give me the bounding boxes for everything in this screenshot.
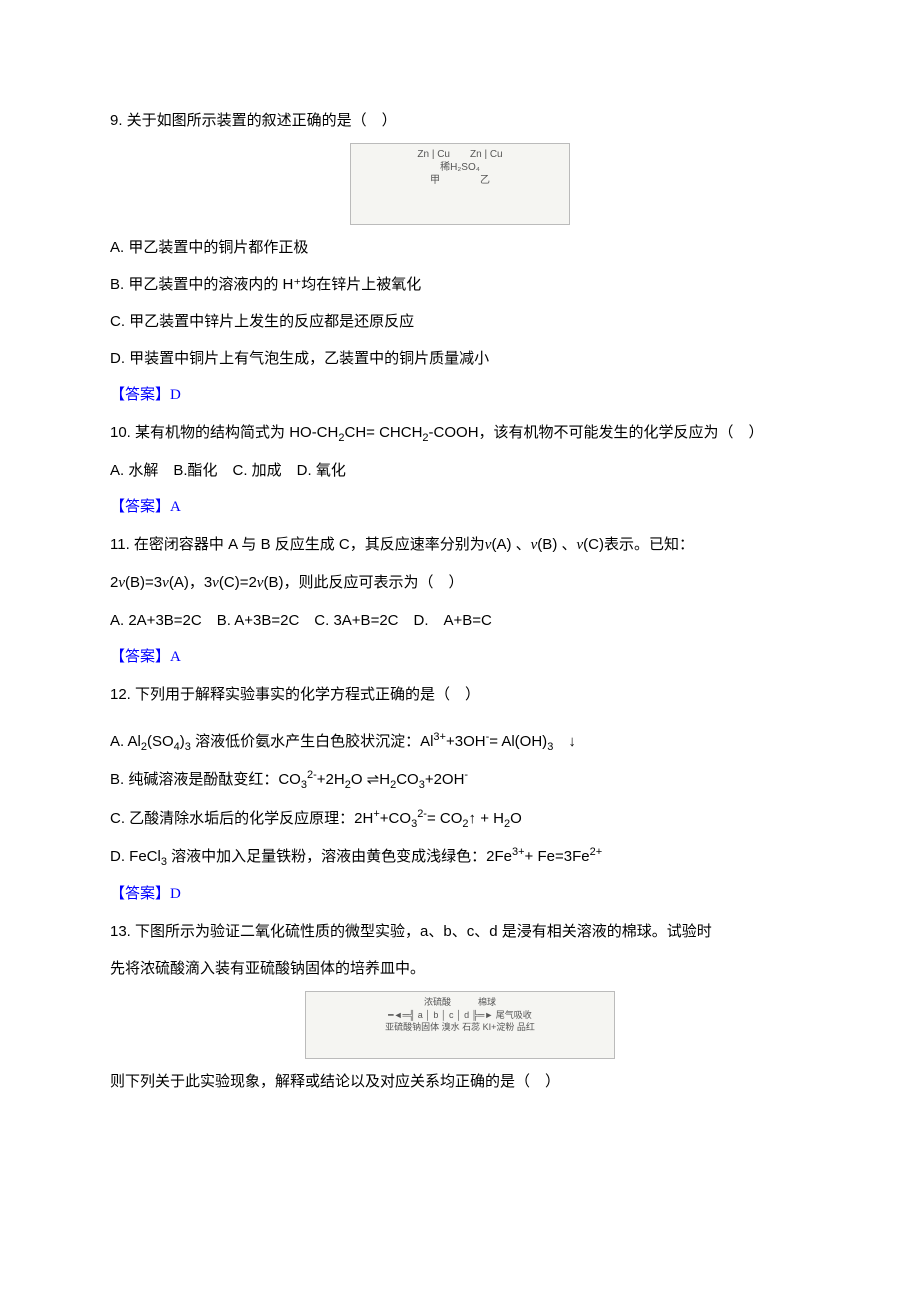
q12D-sup1: 3+ <box>512 846 525 858</box>
q11-vb3: B <box>268 574 278 591</box>
q11-vc: C <box>588 536 599 553</box>
q12A-m5: = Al(OH) <box>489 733 547 750</box>
q12B-m3: CO <box>396 771 419 788</box>
q11-stem1: 11. 在密闭容器中 A 与 B 反应生成 C，其反应速率分别为ν(A) 、ν(… <box>110 528 810 562</box>
q11-vc2: C <box>224 574 235 591</box>
q11-stem1-post: 表示。已知： <box>604 536 694 553</box>
q11-s2-m2: ，3 <box>189 574 212 591</box>
q12C-post: O <box>510 810 522 827</box>
q12D-sup2: 2+ <box>590 846 603 858</box>
q11-answer: 【答案】A <box>110 641 810 674</box>
q11-vb2: B <box>130 574 140 591</box>
q13-stem-l2: 先将浓硫酸滴入装有亚硫酸钠固体的培养皿中。 <box>110 952 810 985</box>
q10-opts: A. 水解 B.酯化 C. 加成 D. 氧化 <box>110 454 810 487</box>
q11-va: A <box>496 536 506 553</box>
q11-nu5: ν <box>162 575 169 591</box>
q12D-pre: D. FeCl <box>110 848 161 865</box>
q12C-m3: ↑ + H <box>469 810 504 827</box>
q12B-m2: O ⇌H <box>351 771 390 788</box>
q13-stem-l1: 13. 下图所示为验证二氧化硫性质的微型实验，a、b、c、d 是浸有相关溶液的棉… <box>110 915 810 948</box>
q10-stem-pre: 10. 某有机物的结构简式为 HO-CH <box>110 424 338 441</box>
q12-optA: A. Al2(SO4)3 溶液低价氨水产生白色胶状沉淀：Al3++3OH-= A… <box>110 725 810 759</box>
q11-nu2: ν <box>531 537 538 553</box>
q12B-m4: +2OH <box>425 771 465 788</box>
q12B-sup2: - <box>464 769 468 781</box>
q11-va2: A <box>174 574 184 591</box>
q9-figure: Zn | Cu Zn | Cu稀H₂SO₄甲 乙 <box>350 143 570 225</box>
q11-nu4: ν <box>118 575 125 591</box>
q9-optD: D. 甲装置中铜片上有气泡生成，乙装置中的铜片质量减小 <box>110 342 810 375</box>
q9-answer: 【答案】D <box>110 379 810 412</box>
q11-nu3: ν <box>576 537 583 553</box>
q11-stem1-pre: 11. 在密闭容器中 A 与 B 反应生成 C，其反应速率分别为 <box>110 536 485 553</box>
q12-optB: B. 纯碱溶液是酚酞变红：CO32-+2H2O ⇌H2CO3+2OH- <box>110 763 810 797</box>
q13-figure: 浓硫酸 棉球 ━◄═╣ a │ b │ c │ d ╠═► 尾气吸收 亚硫酸钠固… <box>305 991 615 1059</box>
q9-optA: A. 甲乙装置中的铜片都作正极 <box>110 231 810 264</box>
q11-s2-m3: =2 <box>240 574 257 591</box>
q11-s2-m1: =3 <box>145 574 162 591</box>
q12-answer: 【答案】D <box>110 878 810 911</box>
q13-figure-desc: 浓硫酸 棉球 ━◄═╣ a │ b │ c │ d ╠═► 尾气吸收 亚硫酸钠固… <box>310 996 610 1034</box>
q9-stem: 9. 关于如图所示装置的叙述正确的是（ ） <box>110 104 810 137</box>
q13-stem-l3: 则下列关于此实验现象，解释或结论以及对应关系均正确的是（ ） <box>110 1065 810 1098</box>
exam-page: 9. 关于如图所示装置的叙述正确的是（ ） Zn | Cu Zn | Cu稀H₂… <box>0 0 920 1182</box>
q11-nu6: ν <box>212 575 219 591</box>
q12A-m3: 溶液低价氨水产生白色胶状沉淀：Al <box>191 733 434 750</box>
q11-opts: A. 2A+3B=2C B. A+3B=2C C. 3A+B=2C D. A+B… <box>110 604 810 637</box>
q9-optB: B. 甲乙装置中的溶液内的 H⁺均在锌片上被氧化 <box>110 268 810 301</box>
q12A-m4: +3OH <box>446 733 486 750</box>
q12A-post: ↓ <box>553 733 576 750</box>
q12C-pre: C. 乙酸清除水垢后的化学反应原理：2H <box>110 810 373 827</box>
q12D-m2: + Fe=3Fe <box>525 848 590 865</box>
q12A-sup1: 3+ <box>433 731 446 743</box>
q12-optC: C. 乙酸清除水垢后的化学反应原理：2H++CO32-= CO2↑ + H2O <box>110 802 810 836</box>
q12-stem: 12. 下列用于解释实验事实的化学方程式正确的是（ ） <box>110 678 810 711</box>
q11-vb: B <box>542 536 552 553</box>
q12C-m1: +CO <box>380 810 411 827</box>
q12B-pre: B. 纯碱溶液是酚酞变红：CO <box>110 771 301 788</box>
q12B-m1: +2H <box>317 771 345 788</box>
q12A-pre: A. Al <box>110 733 141 750</box>
q13-figure-box: 浓硫酸 棉球 ━◄═╣ a │ b │ c │ d ╠═► 尾气吸收 亚硫酸钠固… <box>110 991 810 1059</box>
q10-answer: 【答案】A <box>110 491 810 524</box>
q12C-m2: = CO <box>427 810 462 827</box>
q12-optD: D. FeCl3 溶液中加入足量铁粉，溶液由黄色变成浅绿色：2Fe3++ Fe=… <box>110 840 810 874</box>
q11-nu7: ν <box>257 575 264 591</box>
q12C-sup2: 2- <box>417 808 427 820</box>
q9-figure-box: Zn | Cu Zn | Cu稀H₂SO₄甲 乙 <box>110 143 810 225</box>
q11-stem2: 2ν(B)=3ν(A)，3ν(C)=2ν(B)，则此反应可表示为（ ） <box>110 566 810 600</box>
q9-figure-desc: Zn | Cu Zn | Cu稀H₂SO₄甲 乙 <box>355 148 565 187</box>
q11-s2-post: ，则此反应可表示为（ ） <box>283 574 463 591</box>
q10-stem: 10. 某有机物的结构简式为 HO-CH2CH= CHCH2-COOH，该有机物… <box>110 416 810 450</box>
q12B-sup1: 2- <box>307 769 317 781</box>
q11-nu1: ν <box>485 537 492 553</box>
q10-stem-mid1: CH= CHCH <box>344 424 422 441</box>
q10-stem-post: -COOH，该有机物不可能发生的化学反应为（ ） <box>429 424 764 441</box>
q12A-m1: (SO <box>147 733 174 750</box>
q9-optC: C. 甲乙装置中锌片上发生的反应都是还原反应 <box>110 305 810 338</box>
q12D-m1: 溶液中加入足量铁粉，溶液由黄色变成浅绿色：2Fe <box>167 848 512 865</box>
